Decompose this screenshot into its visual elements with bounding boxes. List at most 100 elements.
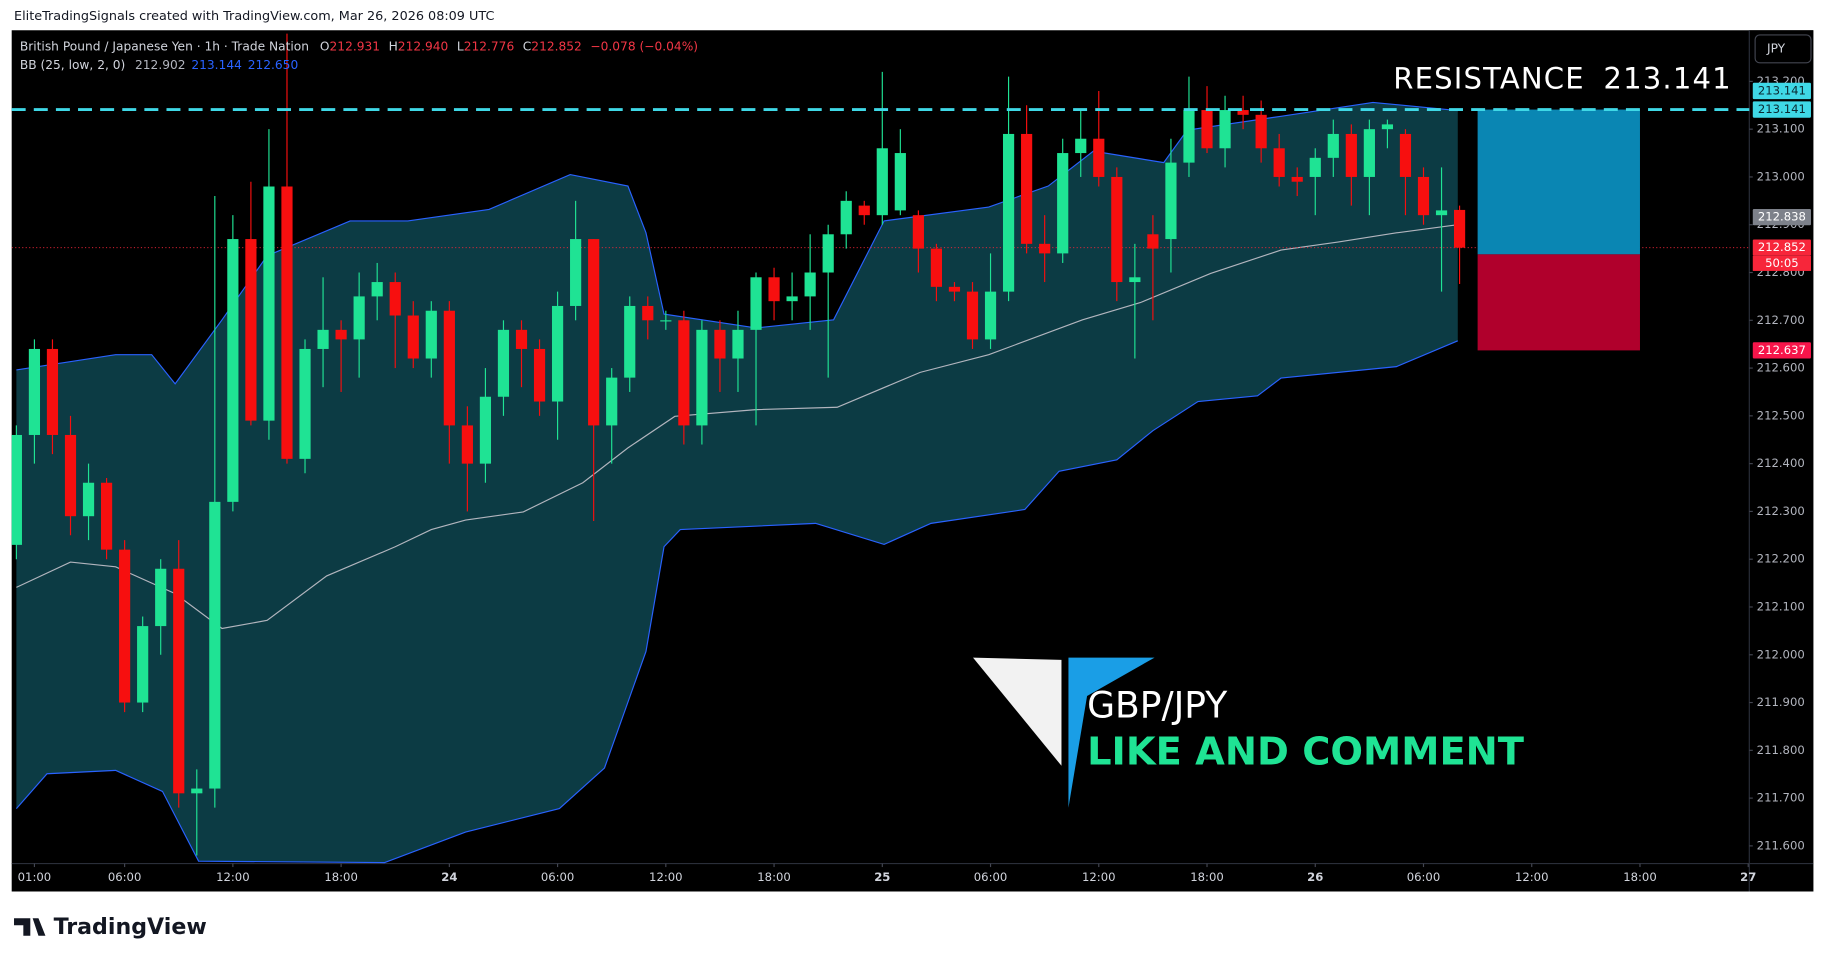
legend-line: British Pound / Japanese Yen · 1h · Trad… (20, 39, 698, 53)
candle-body (930, 248, 943, 287)
candle-body (1093, 138, 1105, 177)
price-tag: 213.141 (1758, 83, 1806, 97)
plot-area (11, 33, 1750, 864)
candle-body (353, 296, 365, 340)
candle-body (894, 153, 906, 211)
candle-body (191, 788, 203, 794)
x-tick-label: 24 (441, 870, 457, 884)
candle-body (822, 234, 834, 273)
legend: British Pound / Japanese Yen · 1h · Trad… (20, 39, 698, 72)
x-tick-label: 01:00 (18, 870, 52, 884)
x-tick-label: 06:00 (108, 870, 142, 884)
y-tick-label: 212.400 (1757, 456, 1805, 470)
y-tick-label: 211.800 (1757, 743, 1805, 757)
candle-body (1417, 176, 1430, 216)
candle-body (696, 329, 708, 426)
band-line (16, 224, 1458, 630)
candle-body (1273, 148, 1285, 177)
candle-body (533, 348, 546, 402)
candle-body (1291, 176, 1303, 182)
candle-body (245, 239, 257, 421)
price-tag-box (1752, 208, 1811, 226)
x-tick-label: 12:00 (1515, 870, 1549, 884)
candle-body (1165, 162, 1177, 240)
price-tag: 212.637 (1758, 343, 1806, 357)
stop-zone (1477, 254, 1640, 351)
candle-body (64, 434, 77, 517)
x-tick-label: 18:00 (757, 870, 791, 884)
ohlc-value: 212.940 (398, 39, 449, 53)
watermark-call: LIKE AND COMMENT (1087, 730, 1524, 775)
countdown: 50:05 (1765, 256, 1799, 270)
candle-body (551, 305, 564, 402)
resistance-title: RESISTANCE (1393, 61, 1585, 95)
candle-body (966, 291, 979, 340)
x-tick-label: 12:00 (649, 870, 683, 884)
button-frame[interactable] (1754, 34, 1812, 64)
candle-body (912, 215, 924, 249)
x-tick-label: 27 (1740, 870, 1756, 884)
y-tick-label: 213.100 (1757, 122, 1805, 136)
x-tick-label: 18:00 (1190, 870, 1224, 884)
candle-body (840, 200, 852, 235)
candle-body (1381, 124, 1394, 130)
price-axis (1749, 30, 1814, 892)
indicator-value: 212.902 (135, 58, 186, 72)
candle-body (317, 329, 329, 349)
last-price-tag-box (1752, 239, 1811, 256)
brand-name: TradingView (54, 914, 207, 940)
brand-icon (14, 918, 46, 936)
candle-body (732, 329, 744, 359)
candle-body (1129, 277, 1141, 283)
candle-body (1057, 153, 1069, 254)
watermark-logo: GBP/JPY LIKE AND COMMENT (973, 657, 1524, 808)
x-tick-label: 12:00 (216, 870, 250, 884)
candle-body (570, 239, 582, 306)
resistance-label: RESISTANCE 213.141 (1393, 61, 1732, 95)
candle-body (407, 315, 419, 359)
y-tick-label: 211.700 (1757, 791, 1805, 805)
candle-body (678, 320, 690, 426)
candle-body (1111, 176, 1123, 283)
candle-body (1039, 243, 1051, 254)
currency-button[interactable]: JPY (1754, 34, 1812, 64)
x-tick-label: 25 (874, 870, 890, 884)
y-tick-label: 212.600 (1757, 361, 1805, 375)
ohlc-label: C (523, 39, 532, 53)
candle-body (714, 329, 726, 359)
candle-body (1453, 209, 1466, 248)
countdown-box (1752, 255, 1811, 271)
candle-body (497, 329, 510, 397)
candle-body (1345, 133, 1357, 177)
candle-body (1327, 133, 1339, 158)
candle-body (1399, 133, 1412, 177)
candle-body (299, 348, 311, 459)
candle-body (750, 277, 762, 330)
last-price-tag: 212.852 (1758, 240, 1806, 254)
x-tick-label: 06:00 (1407, 870, 1441, 884)
price-tag-box (1752, 342, 1811, 359)
candle-body (858, 205, 870, 216)
candle-body (461, 425, 473, 464)
candle-body (660, 320, 672, 322)
candle-body (1237, 110, 1249, 115)
candle-body (1435, 210, 1448, 216)
button-label[interactable]: JPY (1766, 41, 1786, 55)
candle-body (948, 286, 961, 292)
ohlc-value: 212.776 (464, 39, 515, 53)
x-tick-label: 12:00 (1082, 870, 1116, 884)
candle-body (1309, 157, 1321, 177)
candle-body (1363, 129, 1375, 177)
y-tick-label: 212.100 (1757, 599, 1805, 613)
candle-body (209, 501, 221, 789)
candle-body (642, 305, 654, 321)
change: −0.078 (−0.04%) (590, 39, 698, 53)
logo-blue (1068, 657, 1155, 808)
candle-body (443, 310, 455, 426)
watermark-pair: GBP/JPY (1087, 685, 1228, 727)
price-tag: 212.838 (1758, 210, 1806, 224)
candle-body (1021, 133, 1033, 244)
ohlc-label: H (389, 39, 398, 53)
credit: EliteTradingSignals created with Trading… (14, 9, 494, 24)
